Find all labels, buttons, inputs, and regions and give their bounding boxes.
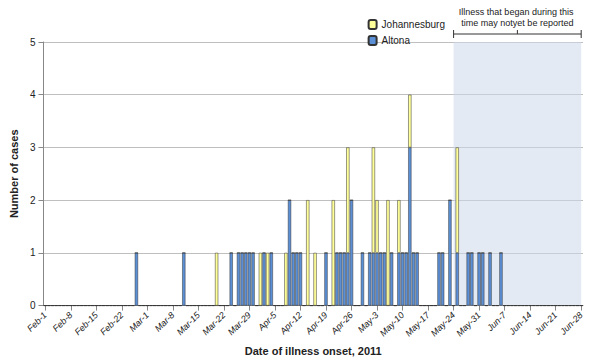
svg-text:Feb-22: Feb-22 (98, 310, 125, 337)
svg-text:time may notyet be reported: time may notyet be reported (461, 18, 573, 28)
svg-text:Apr-5: Apr-5 (255, 309, 279, 333)
svg-text:Feb-15: Feb-15 (73, 309, 101, 337)
svg-text:Jun-28: Jun-28 (558, 310, 585, 337)
svg-text:1: 1 (30, 247, 36, 258)
svg-text:May-17: May-17 (403, 309, 432, 338)
svg-text:Date of illness onset, 2011: Date of illness onset, 2011 (245, 345, 382, 357)
svg-text:Feb-8: Feb-8 (51, 310, 75, 334)
svg-text:Mar-15: Mar-15 (175, 309, 203, 337)
svg-text:0: 0 (30, 300, 36, 311)
svg-text:Mar-29: Mar-29 (226, 310, 253, 337)
svg-text:Mar-22: Mar-22 (200, 310, 227, 337)
svg-text:Jun-7: Jun-7 (484, 309, 508, 333)
svg-text:2: 2 (30, 195, 36, 206)
svg-text:Jun-21: Jun-21 (532, 310, 559, 337)
svg-text:Mar-1: Mar-1 (127, 310, 151, 334)
svg-text:Apr-26: Apr-26 (328, 310, 355, 337)
svg-text:Feb-1: Feb-1 (25, 310, 49, 334)
svg-text:Apr-19: Apr-19 (303, 310, 330, 337)
svg-text:May-31: May-31 (454, 310, 482, 338)
svg-text:May-24: May-24 (429, 310, 457, 338)
svg-text:Mar-8: Mar-8 (153, 310, 177, 334)
svg-text:Jun-14: Jun-14 (506, 310, 533, 337)
svg-text:4: 4 (30, 89, 36, 100)
svg-text:Johannesburg: Johannesburg (382, 19, 445, 30)
svg-text:3: 3 (30, 142, 36, 153)
svg-text:Illness that began during this: Illness that began during this (459, 7, 576, 17)
svg-text:Altona: Altona (382, 35, 411, 46)
svg-text:May-3: May-3 (355, 310, 381, 335)
svg-text:5: 5 (30, 37, 36, 48)
svg-text:Number of cases: Number of cases (8, 129, 20, 218)
svg-text:Apr-12: Apr-12 (277, 310, 304, 337)
svg-text:May-10: May-10 (378, 310, 406, 338)
